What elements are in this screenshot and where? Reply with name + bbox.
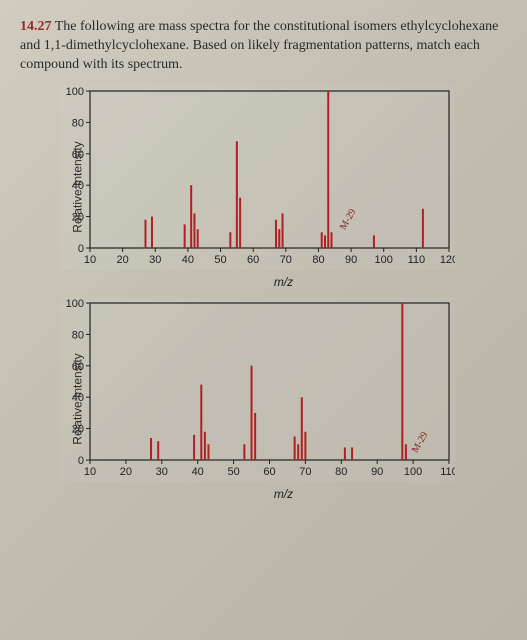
svg-text:50: 50 (227, 466, 239, 478)
svg-text:40: 40 (72, 180, 84, 192)
svg-text:40: 40 (72, 392, 84, 404)
svg-text:20: 20 (72, 423, 84, 435)
svg-text:10: 10 (84, 254, 96, 266)
svg-text:30: 30 (149, 254, 161, 266)
spectrum-1: 020406080100102030405060708090100110120 (60, 85, 455, 270)
svg-text:110: 110 (440, 466, 455, 478)
svg-text:120: 120 (440, 254, 455, 266)
textbook-page: 14.27 The following are mass spectra for… (0, 0, 527, 640)
svg-text:60: 60 (72, 148, 84, 160)
chart2-xlabel: m/z (60, 487, 507, 501)
svg-text:20: 20 (117, 254, 129, 266)
svg-text:60: 60 (247, 254, 259, 266)
svg-text:70: 70 (280, 254, 292, 266)
svg-text:100: 100 (66, 86, 84, 98)
svg-text:30: 30 (156, 466, 168, 478)
spectrum-2-wrap: Relative Intensity 020406080100102030405… (60, 297, 507, 501)
chart1-xlabel: m/z (60, 275, 507, 289)
svg-text:100: 100 (404, 466, 422, 478)
svg-text:70: 70 (299, 466, 311, 478)
spectrum-1-wrap: Relative Intensity 020406080100102030405… (60, 85, 507, 289)
problem-number: 14.27 (20, 19, 52, 34)
svg-text:80: 80 (312, 254, 324, 266)
svg-text:40: 40 (182, 254, 194, 266)
svg-text:90: 90 (371, 466, 383, 478)
svg-text:50: 50 (214, 254, 226, 266)
svg-text:110: 110 (408, 254, 426, 266)
svg-text:40: 40 (192, 466, 204, 478)
svg-text:100: 100 (66, 298, 84, 310)
svg-text:80: 80 (72, 329, 84, 341)
svg-text:20: 20 (120, 466, 132, 478)
svg-text:80: 80 (335, 466, 347, 478)
svg-text:100: 100 (375, 254, 393, 266)
spectrum-2: 020406080100102030405060708090100110 (60, 297, 455, 482)
svg-text:60: 60 (263, 466, 275, 478)
svg-text:20: 20 (72, 211, 84, 223)
svg-text:80: 80 (72, 117, 84, 129)
problem-text: 14.27 The following are mass spectra for… (20, 18, 507, 75)
svg-text:90: 90 (345, 254, 357, 266)
svg-text:60: 60 (72, 360, 84, 372)
problem-body: The following are mass spectra for the c… (20, 19, 498, 72)
svg-text:10: 10 (84, 466, 96, 478)
